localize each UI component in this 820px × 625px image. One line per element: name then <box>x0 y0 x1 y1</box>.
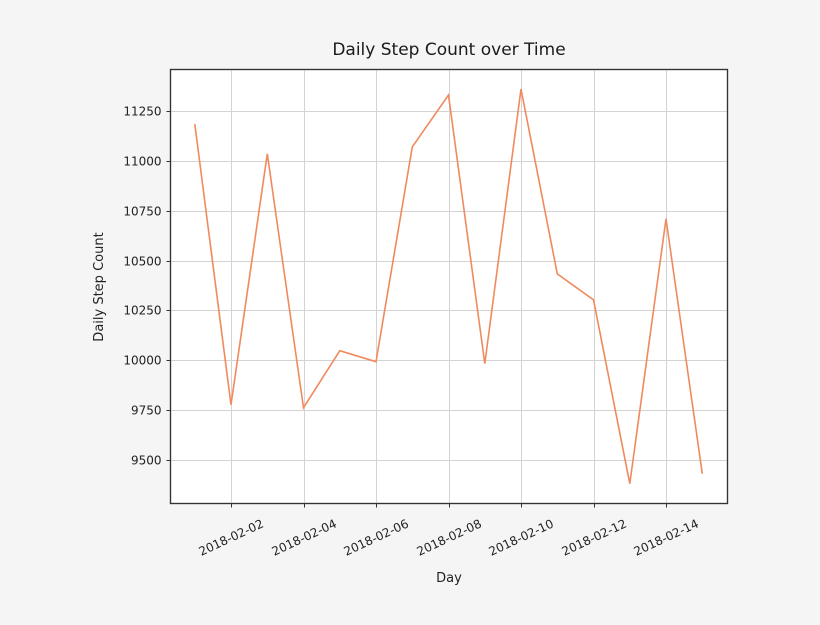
y-tick-label: 11000 <box>123 155 161 169</box>
x-tick-label: 2018-02-10 <box>487 517 556 559</box>
chart-title: Daily Step Count over Time <box>332 40 565 60</box>
series-layer <box>194 88 704 484</box>
y-tick-label: 10750 <box>123 205 161 219</box>
y-tick-label: 9750 <box>131 404 162 418</box>
x-axis: 2018-02-02 2018-02-04 2018-02-06 2018-02-08… <box>197 503 701 559</box>
y-axis: 9500 9750 10000 10250 10500 10750 11000 11250 <box>123 105 171 468</box>
y-tick-label: 10500 <box>123 255 161 269</box>
y-tick-label: 10000 <box>123 354 161 368</box>
y-tick-label: 9500 <box>131 454 162 468</box>
x-tick-label: 2018-02-04 <box>270 517 339 559</box>
y-axis-label: Daily Step Count <box>92 232 107 341</box>
gridlines <box>170 69 728 504</box>
x-tick-label: 2018-02-06 <box>342 517 411 559</box>
x-tick-label: 2018-02-02 <box>197 517 266 559</box>
y-tick-label: 11250 <box>123 105 161 119</box>
x-tick-label: 2018-02-08 <box>415 517 484 559</box>
y-tick-label: 10250 <box>123 304 161 318</box>
series-line <box>194 88 704 484</box>
x-tick-label: 2018-02-12 <box>560 517 629 559</box>
x-tick-label: 2018-02-14 <box>632 517 701 559</box>
x-axis-label: Day <box>436 571 462 586</box>
